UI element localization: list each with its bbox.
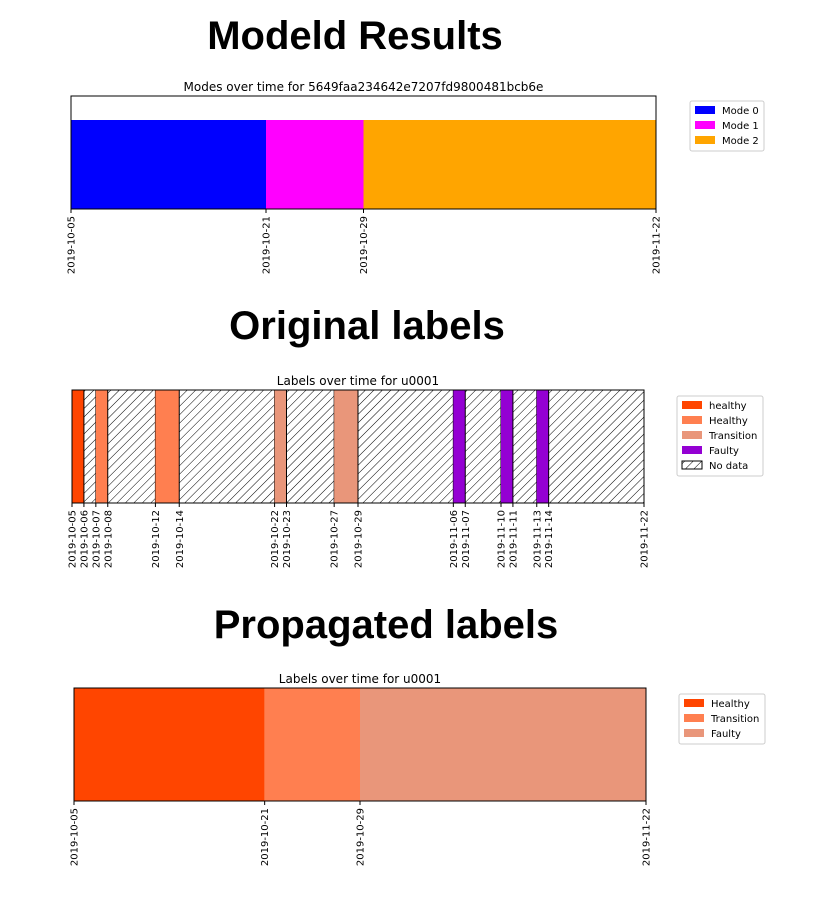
x-tick-label: 2019-11-22	[640, 510, 651, 568]
legend-label: Transition	[710, 714, 759, 725]
x-tick-label: 2019-11-11	[508, 510, 519, 568]
legend-swatch	[681, 460, 703, 470]
x-tick-label: 2019-10-27	[330, 510, 341, 568]
x-tick-label: 2019-11-06	[449, 510, 460, 568]
x-tick-label: 2019-10-23	[282, 510, 293, 568]
legend-swatch	[682, 431, 702, 439]
timeline-segment	[72, 390, 84, 503]
x-tick-label: 2019-10-06	[79, 510, 90, 568]
legend-label: Faulty	[709, 446, 739, 457]
x-tick-label: 2019-10-05	[70, 808, 81, 866]
legend-swatch	[682, 401, 702, 409]
x-tick-label: 2019-10-05	[67, 216, 78, 274]
x-tick-label: 2019-11-13	[532, 510, 543, 568]
x-tick-label: 2019-11-22	[642, 808, 653, 866]
x-tick-label: 2019-10-29	[356, 808, 367, 866]
timeline-segment	[266, 120, 364, 209]
x-tick-label: 2019-10-14	[175, 510, 186, 568]
legend-label: Healthy	[709, 416, 748, 427]
x-tick-label: 2019-10-07	[91, 510, 102, 568]
timeline-segment	[363, 120, 656, 209]
chart-title: Modes over time for 5649faa234642e7207fd…	[184, 80, 544, 94]
timeline-segment	[512, 389, 538, 504]
legend-label: Healthy	[711, 699, 750, 710]
x-tick-label: 2019-10-12	[151, 510, 162, 568]
timeline-segment	[107, 389, 156, 504]
legend-label: healthy	[709, 401, 747, 412]
propagated-labels-heading: Propagated labels	[213, 603, 559, 647]
timeline-segment	[548, 389, 645, 504]
legend-swatch	[684, 714, 704, 722]
propagated-labels-timeline-chart: Labels over time for u0001 2019-10-05 2019…	[70, 672, 766, 866]
legend-label: Transition	[708, 431, 757, 442]
timeline-segment	[536, 390, 549, 503]
x-tick-label: 2019-10-21	[262, 216, 273, 274]
x-tick-label: 2019-11-14	[544, 510, 555, 568]
legend-swatch	[684, 729, 704, 737]
timeline-segment	[274, 390, 287, 503]
legend-swatch	[682, 416, 702, 424]
chart-title: Labels over time for u0001	[279, 672, 441, 686]
timeline-segment	[464, 389, 502, 504]
legend-swatch	[695, 136, 715, 144]
legend-label: Mode 1	[722, 121, 759, 132]
x-tick-label: 2019-11-22	[652, 216, 663, 274]
x-tick-label: 2019-10-29	[359, 216, 370, 274]
x-tick-label: 2019-11-07	[461, 510, 472, 568]
x-tick-label: 2019-11-10	[497, 510, 508, 568]
timeline-segment	[360, 688, 646, 801]
legend-label: Faulty	[711, 729, 741, 740]
legend-label: No data	[709, 461, 748, 472]
legend-swatch	[682, 446, 702, 454]
modes-timeline-chart: Modes over time for 5649faa234642e7207fd…	[67, 80, 765, 274]
legend-swatch	[695, 121, 715, 129]
timeline-segment	[501, 390, 513, 503]
x-tick-label: 2019-10-22	[270, 510, 281, 568]
timeline-segment	[95, 390, 108, 503]
timeline-segment	[178, 389, 276, 504]
legend-swatch	[684, 699, 704, 707]
modeld-results-heading: Modeld Results	[207, 14, 503, 58]
timeline-segment	[334, 390, 358, 503]
legend-label: Mode 0	[722, 106, 759, 117]
timeline-segment	[71, 120, 266, 209]
timeline-segment	[453, 390, 466, 503]
chart-title: Labels over time for u0001	[277, 374, 439, 388]
x-tick-label: 2019-10-29	[354, 510, 365, 568]
legend-label: Mode 2	[722, 136, 759, 147]
timeline-segment	[74, 688, 265, 801]
timeline-segment	[357, 389, 454, 504]
timeline-segment	[264, 688, 360, 801]
timeline-segment	[155, 390, 180, 503]
original-labels-heading: Original labels	[229, 304, 505, 348]
timeline-segment	[286, 389, 335, 504]
legend-swatch	[695, 106, 715, 114]
x-tick-label: 2019-10-05	[68, 510, 79, 568]
x-tick-label: 2019-10-21	[260, 808, 271, 866]
x-tick-label: 2019-10-08	[103, 510, 114, 568]
timeline-segment	[83, 389, 97, 504]
